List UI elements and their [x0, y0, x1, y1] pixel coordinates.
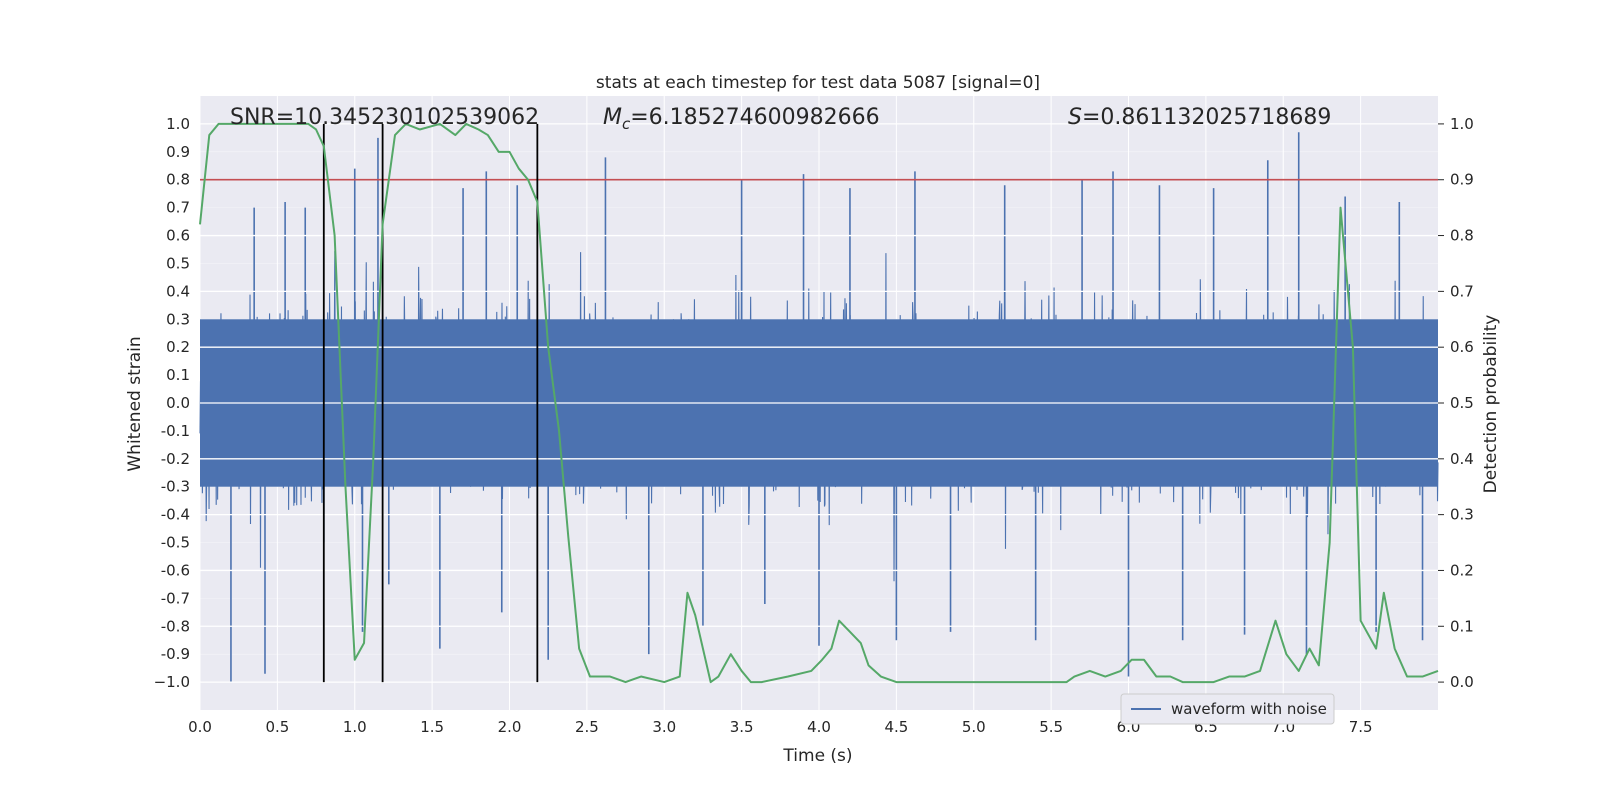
y-right-tick-label: 0.1	[1450, 617, 1474, 635]
y-axis-left-title: Whitened strain	[125, 336, 145, 471]
y-right-tick-label: 0.2	[1450, 561, 1474, 579]
mc-symbol: M	[603, 105, 622, 130]
x-tick-label: 3.5	[730, 718, 754, 736]
x-tick-label: 2.5	[575, 718, 599, 736]
y-right-tick-label: 0.3	[1450, 506, 1474, 524]
y-left-tick-label: 0.4	[166, 282, 190, 300]
x-tick-label: 5.5	[1039, 718, 1063, 736]
y-left-tick-label: 0.2	[166, 338, 190, 356]
y-right-tick-label: 0.5	[1450, 394, 1474, 412]
y-left-tick-label: -0.5	[161, 534, 190, 552]
y-left-tick-label: 0.5	[166, 254, 190, 272]
y-right-tick-label: 0.6	[1450, 338, 1474, 356]
y-left-tick-label: 0.8	[166, 171, 190, 189]
y-left-tick-label: 0.0	[166, 394, 190, 412]
x-tick-label: 5.0	[962, 718, 986, 736]
y-left-tick-label: -0.7	[161, 589, 190, 607]
y-right-tick-label: 0.9	[1450, 171, 1474, 189]
x-tick-label: 1.5	[420, 718, 444, 736]
x-tick-label: 7.5	[1349, 718, 1373, 736]
x-tick-label: 4.5	[884, 718, 908, 736]
x-tick-label: 3.0	[652, 718, 676, 736]
s-annotation: S=0.861132025718689	[1068, 105, 1331, 130]
legend-label-waveform: waveform with noise	[1171, 700, 1327, 718]
waveform-peaks	[230, 132, 1424, 683]
s-symbol: S	[1068, 105, 1082, 130]
mc-annotation: Mc=6.185274600982666	[603, 105, 880, 133]
mc-value: =6.185274600982666	[630, 105, 879, 130]
y-right-tick-label: 0.4	[1450, 450, 1474, 468]
chart-title: stats at each timestep for test data 508…	[596, 73, 1040, 93]
y-left-tick-label: 0.3	[166, 310, 190, 328]
axis-ticks: 0.0 0.5 1.0 1.5 2.0 2.5 3.0 3.5 4.0 4.5 5.0 5.5 6.0 6…	[154, 115, 1474, 736]
mc-subscript: c	[622, 115, 631, 133]
y-left-tick-label: 0.9	[166, 143, 190, 161]
overlay	[199, 122, 1439, 684]
probability-line	[199, 122, 1439, 684]
y-left-tick-label: −1.0	[154, 673, 190, 691]
snr-annotation: SNR=10.345230102539062	[230, 105, 539, 130]
y-left-tick-label: -0.4	[161, 506, 190, 524]
y-left-tick-label: 0.1	[166, 366, 190, 384]
y-right-tick-label: 0.7	[1450, 282, 1474, 300]
x-tick-label: 1.0	[343, 718, 367, 736]
x-axis-title: Time (s)	[782, 746, 852, 766]
y-right-tick-label: 0.8	[1450, 227, 1474, 245]
legend-box	[1120, 693, 1335, 725]
x-tick-label: 2.0	[498, 718, 522, 736]
x-tick-label: 0.0	[188, 718, 212, 736]
y-left-tick-label: 0.7	[166, 199, 190, 217]
y-axis-right-title: Detection probability	[1481, 315, 1501, 494]
legend: waveform with noise	[1120, 693, 1335, 725]
x-tick-label: 4.0	[807, 718, 831, 736]
y-left-tick-label: -0.1	[161, 422, 190, 440]
s-value: =0.861132025718689	[1082, 105, 1331, 130]
y-left-tick-label: -0.8	[161, 617, 190, 635]
y-left-tick-label: 0.6	[166, 227, 190, 245]
x-tick-label: 0.5	[265, 718, 289, 736]
y-left-tick-label: -0.3	[161, 478, 190, 496]
y-left-tick-label: -0.6	[161, 561, 190, 579]
y-left-tick-label: -0.2	[161, 450, 190, 468]
y-right-tick-label: 0.0	[1450, 673, 1474, 691]
y-right-tick-label: 1.0	[1450, 115, 1474, 133]
y-left-tick-label: -0.9	[161, 645, 190, 663]
y-left-tick-label: 1.0	[166, 115, 190, 133]
